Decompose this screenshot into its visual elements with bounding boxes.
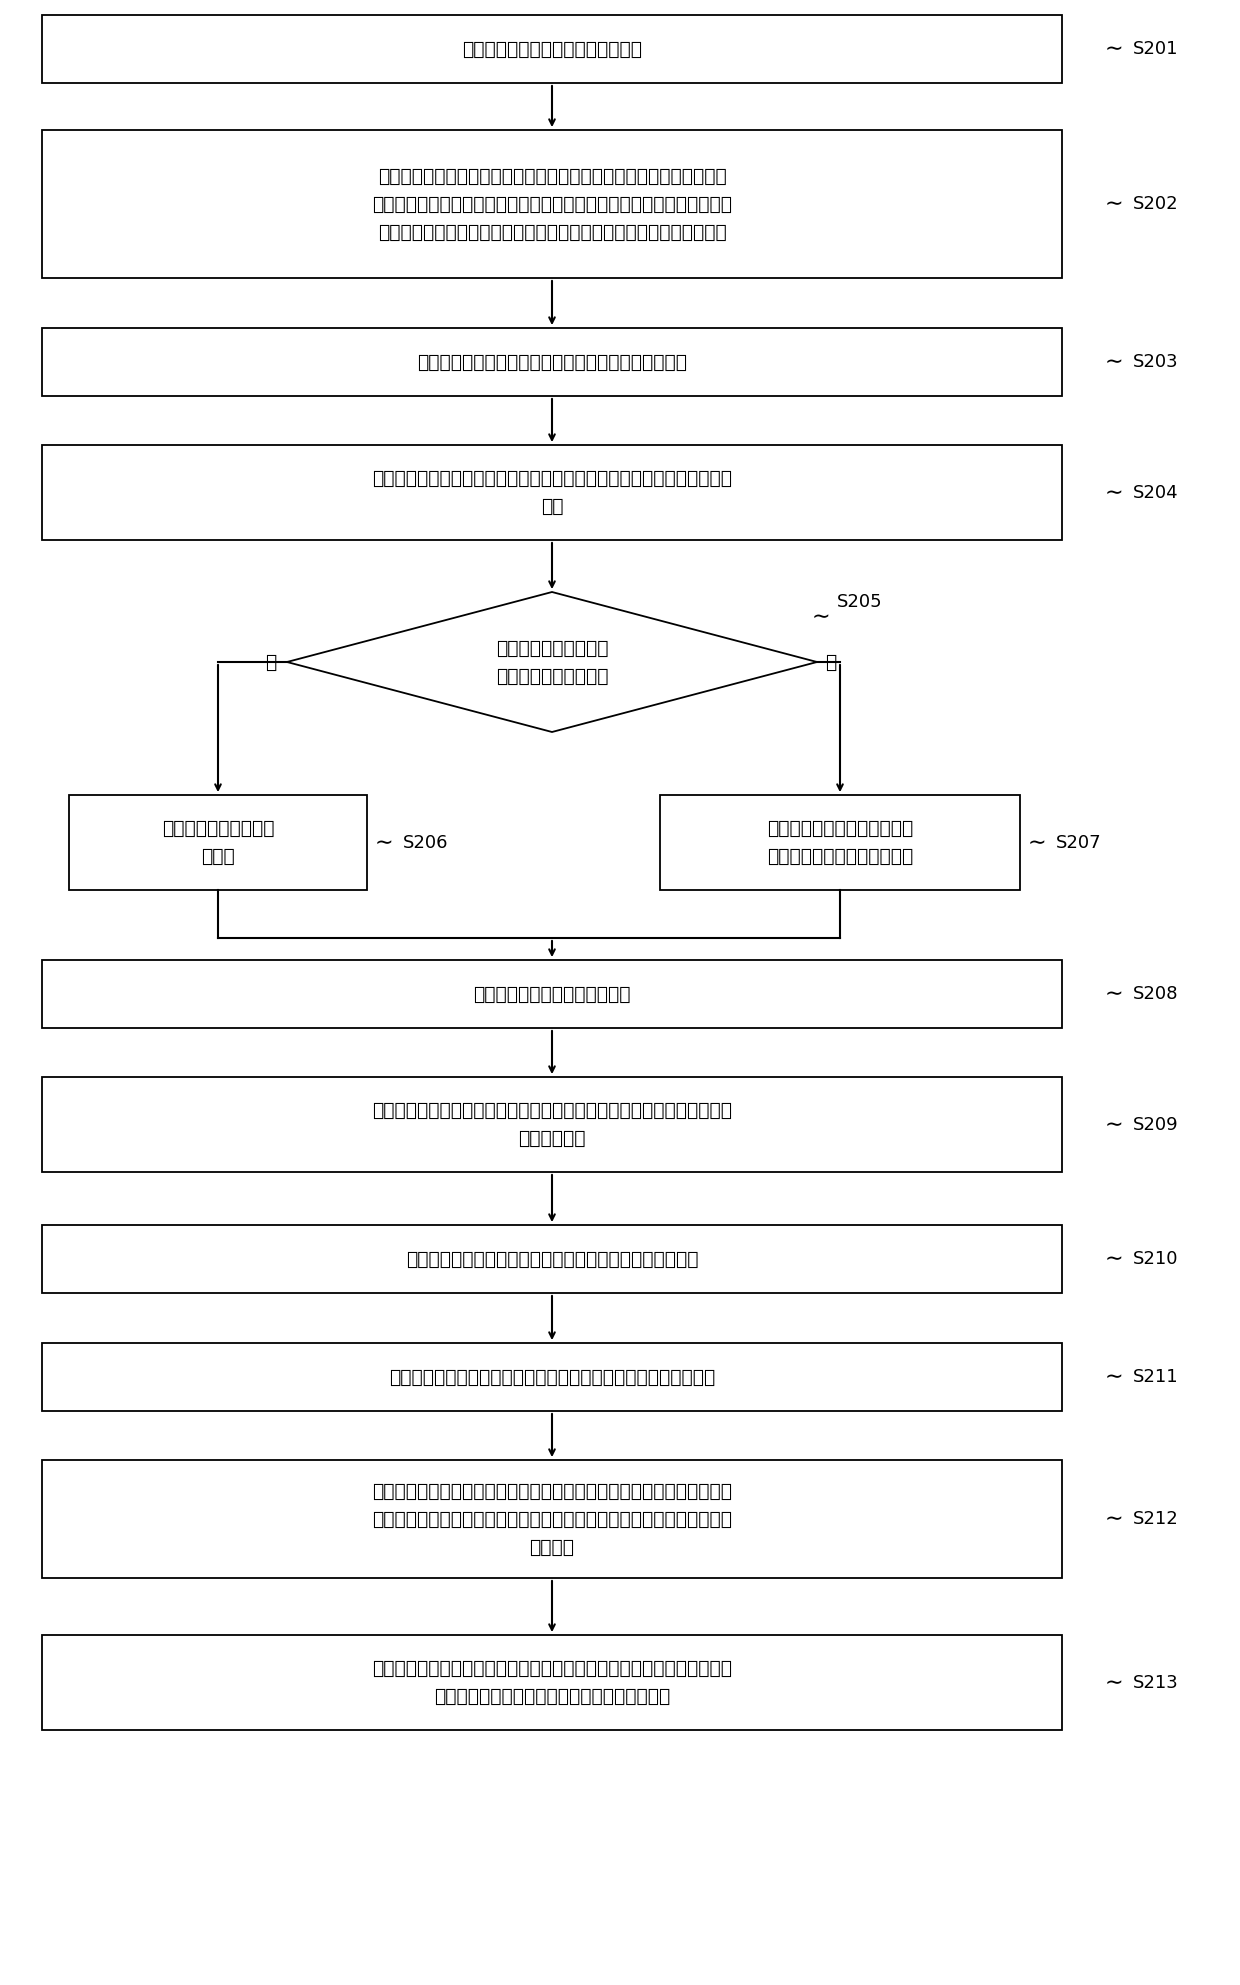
Text: S206: S206 <box>403 834 449 852</box>
Text: S203: S203 <box>1133 353 1179 371</box>
Text: 根据不合格仿真轨迹的数量占比确定随机过程模型是否合格: 根据不合格仿真轨迹的数量占比确定随机过程模型是否合格 <box>405 1249 698 1268</box>
Text: 获取目标道路对应的可行驶范围: 获取目标道路对应的可行驶范围 <box>474 985 631 1004</box>
Text: ∼: ∼ <box>1105 985 1123 1004</box>
Text: S213: S213 <box>1133 1673 1179 1691</box>
Bar <box>42 1461 1061 1578</box>
Bar <box>42 961 1061 1028</box>
Bar <box>42 129 1061 278</box>
Bar <box>660 796 1021 889</box>
Text: S201: S201 <box>1133 40 1178 58</box>
Bar <box>42 1078 1061 1171</box>
Text: ∼: ∼ <box>1105 351 1123 371</box>
Text: 将包括有大于设定曲率阈值的曲率的曲率阈值组所对应的行驶轨迹确定为
不合格行驶轨迹，并将行驶轨迹中不合格行驶轨迹以外的轨迹确定为合格
行驶轨迹: 将包括有大于设定曲率阈值的曲率的曲率阈值组所对应的行驶轨迹确定为 不合格行驶轨迹… <box>372 1481 732 1556</box>
Text: ∼: ∼ <box>1105 1114 1123 1135</box>
Text: 如果确定随机过程模型不合格，则获取行驶轨迹对应的曲率数值组: 如果确定随机过程模型不合格，则获取行驶轨迹对应的曲率数值组 <box>389 1368 715 1386</box>
Text: S208: S208 <box>1133 985 1178 1002</box>
Text: ∼: ∼ <box>1105 1249 1123 1268</box>
Text: 确定仿真轨迹为不正确仿真轨
迹，并弃用该不正确仿真轨迹: 确定仿真轨迹为不正确仿真轨 迹，并弃用该不正确仿真轨迹 <box>766 820 913 865</box>
Text: 确定仿真轨迹为正确仿
真轨迹: 确定仿真轨迹为正确仿 真轨迹 <box>161 820 274 865</box>
Text: S202: S202 <box>1133 195 1179 212</box>
Bar <box>42 328 1061 395</box>
Bar <box>42 445 1061 540</box>
Text: 判断车辆仿真行驶数据
是否满足设定数值范围: 判断车辆仿真行驶数据 是否满足设定数值范围 <box>496 639 609 685</box>
Bar <box>69 796 367 889</box>
Text: 将合格行驶轨迹中的轨迹点的时间值以及位置坐标值分别作为随机过程模
型的输入和输出，重新对随机过程模型进行训练: 将合格行驶轨迹中的轨迹点的时间值以及位置坐标值分别作为随机过程模 型的输入和输出… <box>372 1659 732 1705</box>
Text: 将车辆操控数据输入车辆动力学模型，获取仿真轨迹对应的车辆仿真行驶
数据: 将车辆操控数据输入车辆动力学模型，获取仿真轨迹对应的车辆仿真行驶 数据 <box>372 468 732 516</box>
Text: S212: S212 <box>1133 1511 1179 1528</box>
Text: S211: S211 <box>1133 1368 1179 1386</box>
Text: ∼: ∼ <box>1105 1509 1123 1528</box>
Text: S207: S207 <box>1056 834 1101 852</box>
Bar <box>42 16 1061 83</box>
Text: ∼: ∼ <box>1105 482 1123 502</box>
Polygon shape <box>286 592 817 732</box>
Text: ∼: ∼ <box>1105 40 1123 60</box>
Text: S205: S205 <box>837 594 883 611</box>
Text: 根据轨迹跟随算法，获取仿真轨迹对应的车辆操控数据: 根据轨迹跟随算法，获取仿真轨迹对应的车辆操控数据 <box>417 353 687 371</box>
Text: 是: 是 <box>265 653 277 671</box>
Text: S209: S209 <box>1133 1116 1179 1133</box>
Text: ∼: ∼ <box>812 607 831 627</box>
Text: 否: 否 <box>825 653 836 671</box>
Text: S210: S210 <box>1133 1251 1178 1268</box>
Text: S204: S204 <box>1133 484 1179 502</box>
Text: ∼: ∼ <box>1105 1673 1123 1693</box>
Text: ∼: ∼ <box>374 832 393 852</box>
Bar <box>42 1225 1061 1292</box>
Text: 将仿真轨迹的时间数据输入随机过程模型，获取仿真轨迹的位置坐标数
据，位置坐标数据和时间数据对应形成仿真轨迹，其中，随机过程模型，
由至少两个驾驶人员在目标道路中: 将仿真轨迹的时间数据输入随机过程模型，获取仿真轨迹的位置坐标数 据，位置坐标数据… <box>372 167 732 242</box>
Text: 根据正确仿真轨迹中的仿真轨迹点以及可行驶范围，确定仿真轨迹是否为
合格仿真轨迹: 根据正确仿真轨迹中的仿真轨迹点以及可行驶范围，确定仿真轨迹是否为 合格仿真轨迹 <box>372 1102 732 1147</box>
Bar <box>42 1636 1061 1731</box>
Text: 获取目标道路的仿真轨迹的时间数据: 获取目标道路的仿真轨迹的时间数据 <box>463 40 642 58</box>
Text: ∼: ∼ <box>1105 195 1123 214</box>
Text: ∼: ∼ <box>1105 1368 1123 1388</box>
Text: ∼: ∼ <box>1028 832 1047 852</box>
Bar <box>42 1344 1061 1411</box>
